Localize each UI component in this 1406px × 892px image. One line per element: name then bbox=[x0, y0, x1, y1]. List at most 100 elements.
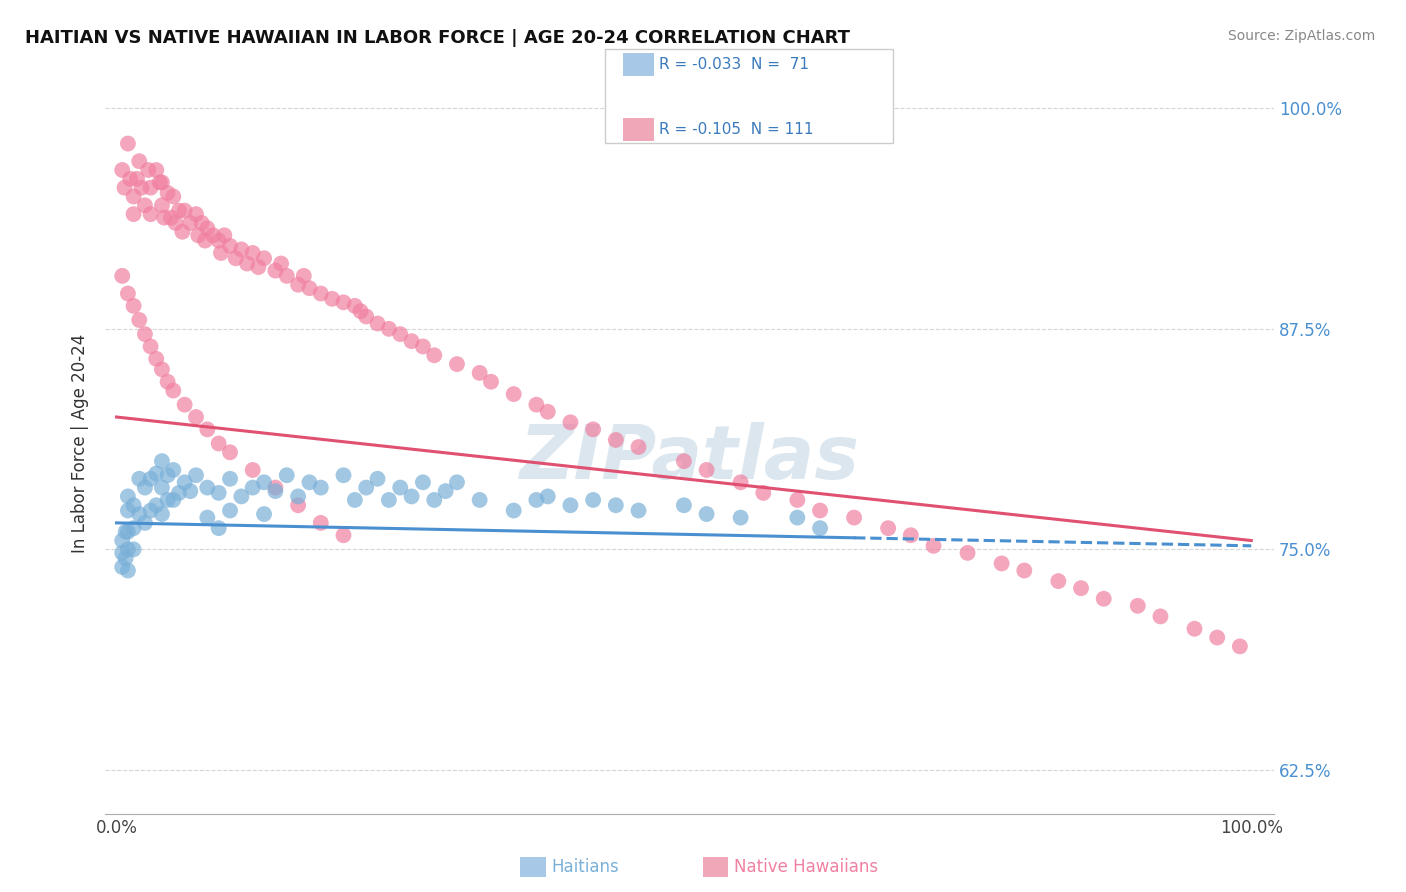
Point bbox=[139, 207, 162, 221]
Point bbox=[270, 256, 292, 270]
Point bbox=[125, 171, 148, 186]
Point bbox=[786, 510, 808, 524]
Point bbox=[111, 560, 134, 574]
Point bbox=[287, 490, 309, 504]
Point bbox=[162, 492, 184, 507]
Point bbox=[468, 492, 491, 507]
Point bbox=[401, 334, 423, 348]
Point bbox=[672, 498, 695, 512]
Point bbox=[309, 481, 332, 495]
Point bbox=[114, 524, 136, 539]
Point bbox=[122, 299, 145, 313]
Point bbox=[156, 186, 179, 200]
Point bbox=[156, 468, 179, 483]
Point bbox=[184, 207, 207, 221]
Point bbox=[1070, 581, 1092, 595]
Point bbox=[253, 507, 276, 521]
Point bbox=[122, 207, 145, 221]
Point bbox=[378, 492, 401, 507]
Text: R = -0.105  N = 111: R = -0.105 N = 111 bbox=[659, 122, 814, 136]
Point bbox=[150, 507, 173, 521]
Point bbox=[162, 189, 184, 203]
Point bbox=[209, 246, 232, 260]
Point bbox=[173, 475, 195, 490]
Point bbox=[560, 498, 582, 512]
Point bbox=[242, 463, 264, 477]
Point bbox=[354, 310, 377, 324]
Point bbox=[956, 546, 979, 560]
Point bbox=[156, 375, 179, 389]
Point bbox=[276, 268, 298, 283]
Point bbox=[150, 175, 173, 189]
Point bbox=[389, 327, 412, 342]
Point bbox=[184, 410, 207, 425]
Point bbox=[367, 317, 389, 331]
Point bbox=[990, 557, 1012, 571]
Point bbox=[264, 484, 287, 499]
Point bbox=[560, 415, 582, 429]
Point bbox=[150, 481, 173, 495]
Point bbox=[582, 422, 605, 436]
Point bbox=[247, 260, 270, 274]
Point bbox=[537, 405, 560, 419]
Point bbox=[162, 463, 184, 477]
Point bbox=[134, 327, 156, 342]
Point bbox=[696, 463, 718, 477]
Point bbox=[730, 510, 752, 524]
Point bbox=[479, 375, 502, 389]
Point bbox=[502, 387, 524, 401]
Point bbox=[134, 516, 156, 530]
Point bbox=[401, 490, 423, 504]
Point bbox=[160, 211, 183, 225]
Point bbox=[194, 234, 217, 248]
Point bbox=[111, 533, 134, 548]
Point bbox=[468, 366, 491, 380]
Point bbox=[321, 292, 343, 306]
Point bbox=[253, 475, 276, 490]
Point bbox=[287, 498, 309, 512]
Point bbox=[167, 486, 190, 500]
Point bbox=[172, 225, 194, 239]
Point bbox=[287, 277, 309, 292]
Point bbox=[195, 221, 218, 235]
Point bbox=[128, 154, 150, 169]
Point bbox=[605, 498, 627, 512]
Point bbox=[264, 481, 287, 495]
Point bbox=[231, 490, 253, 504]
Point bbox=[195, 510, 218, 524]
Point bbox=[219, 445, 242, 459]
Point bbox=[139, 180, 162, 194]
Point bbox=[225, 252, 247, 266]
Point bbox=[276, 468, 298, 483]
Point bbox=[423, 348, 446, 362]
Point bbox=[730, 475, 752, 490]
Point bbox=[195, 481, 218, 495]
Point bbox=[111, 546, 134, 560]
Point bbox=[165, 216, 187, 230]
Point bbox=[139, 339, 162, 353]
Point bbox=[1092, 591, 1115, 606]
Point bbox=[1126, 599, 1149, 613]
Point bbox=[605, 433, 627, 447]
Point bbox=[343, 299, 366, 313]
Point bbox=[145, 163, 167, 178]
Point bbox=[378, 322, 401, 336]
Text: Haitians: Haitians bbox=[551, 858, 619, 876]
Point bbox=[242, 481, 264, 495]
Point bbox=[111, 163, 134, 178]
Point bbox=[179, 216, 201, 230]
Point bbox=[219, 503, 242, 517]
Point bbox=[1149, 609, 1171, 624]
Point bbox=[627, 503, 650, 517]
Point bbox=[128, 313, 150, 327]
Point bbox=[173, 398, 195, 412]
Point bbox=[242, 246, 264, 260]
Point bbox=[114, 180, 136, 194]
Point bbox=[808, 521, 831, 535]
Point bbox=[332, 528, 354, 542]
Point bbox=[117, 286, 139, 301]
Point bbox=[434, 484, 457, 499]
Point bbox=[900, 528, 922, 542]
Point bbox=[150, 454, 173, 468]
Point bbox=[672, 454, 695, 468]
